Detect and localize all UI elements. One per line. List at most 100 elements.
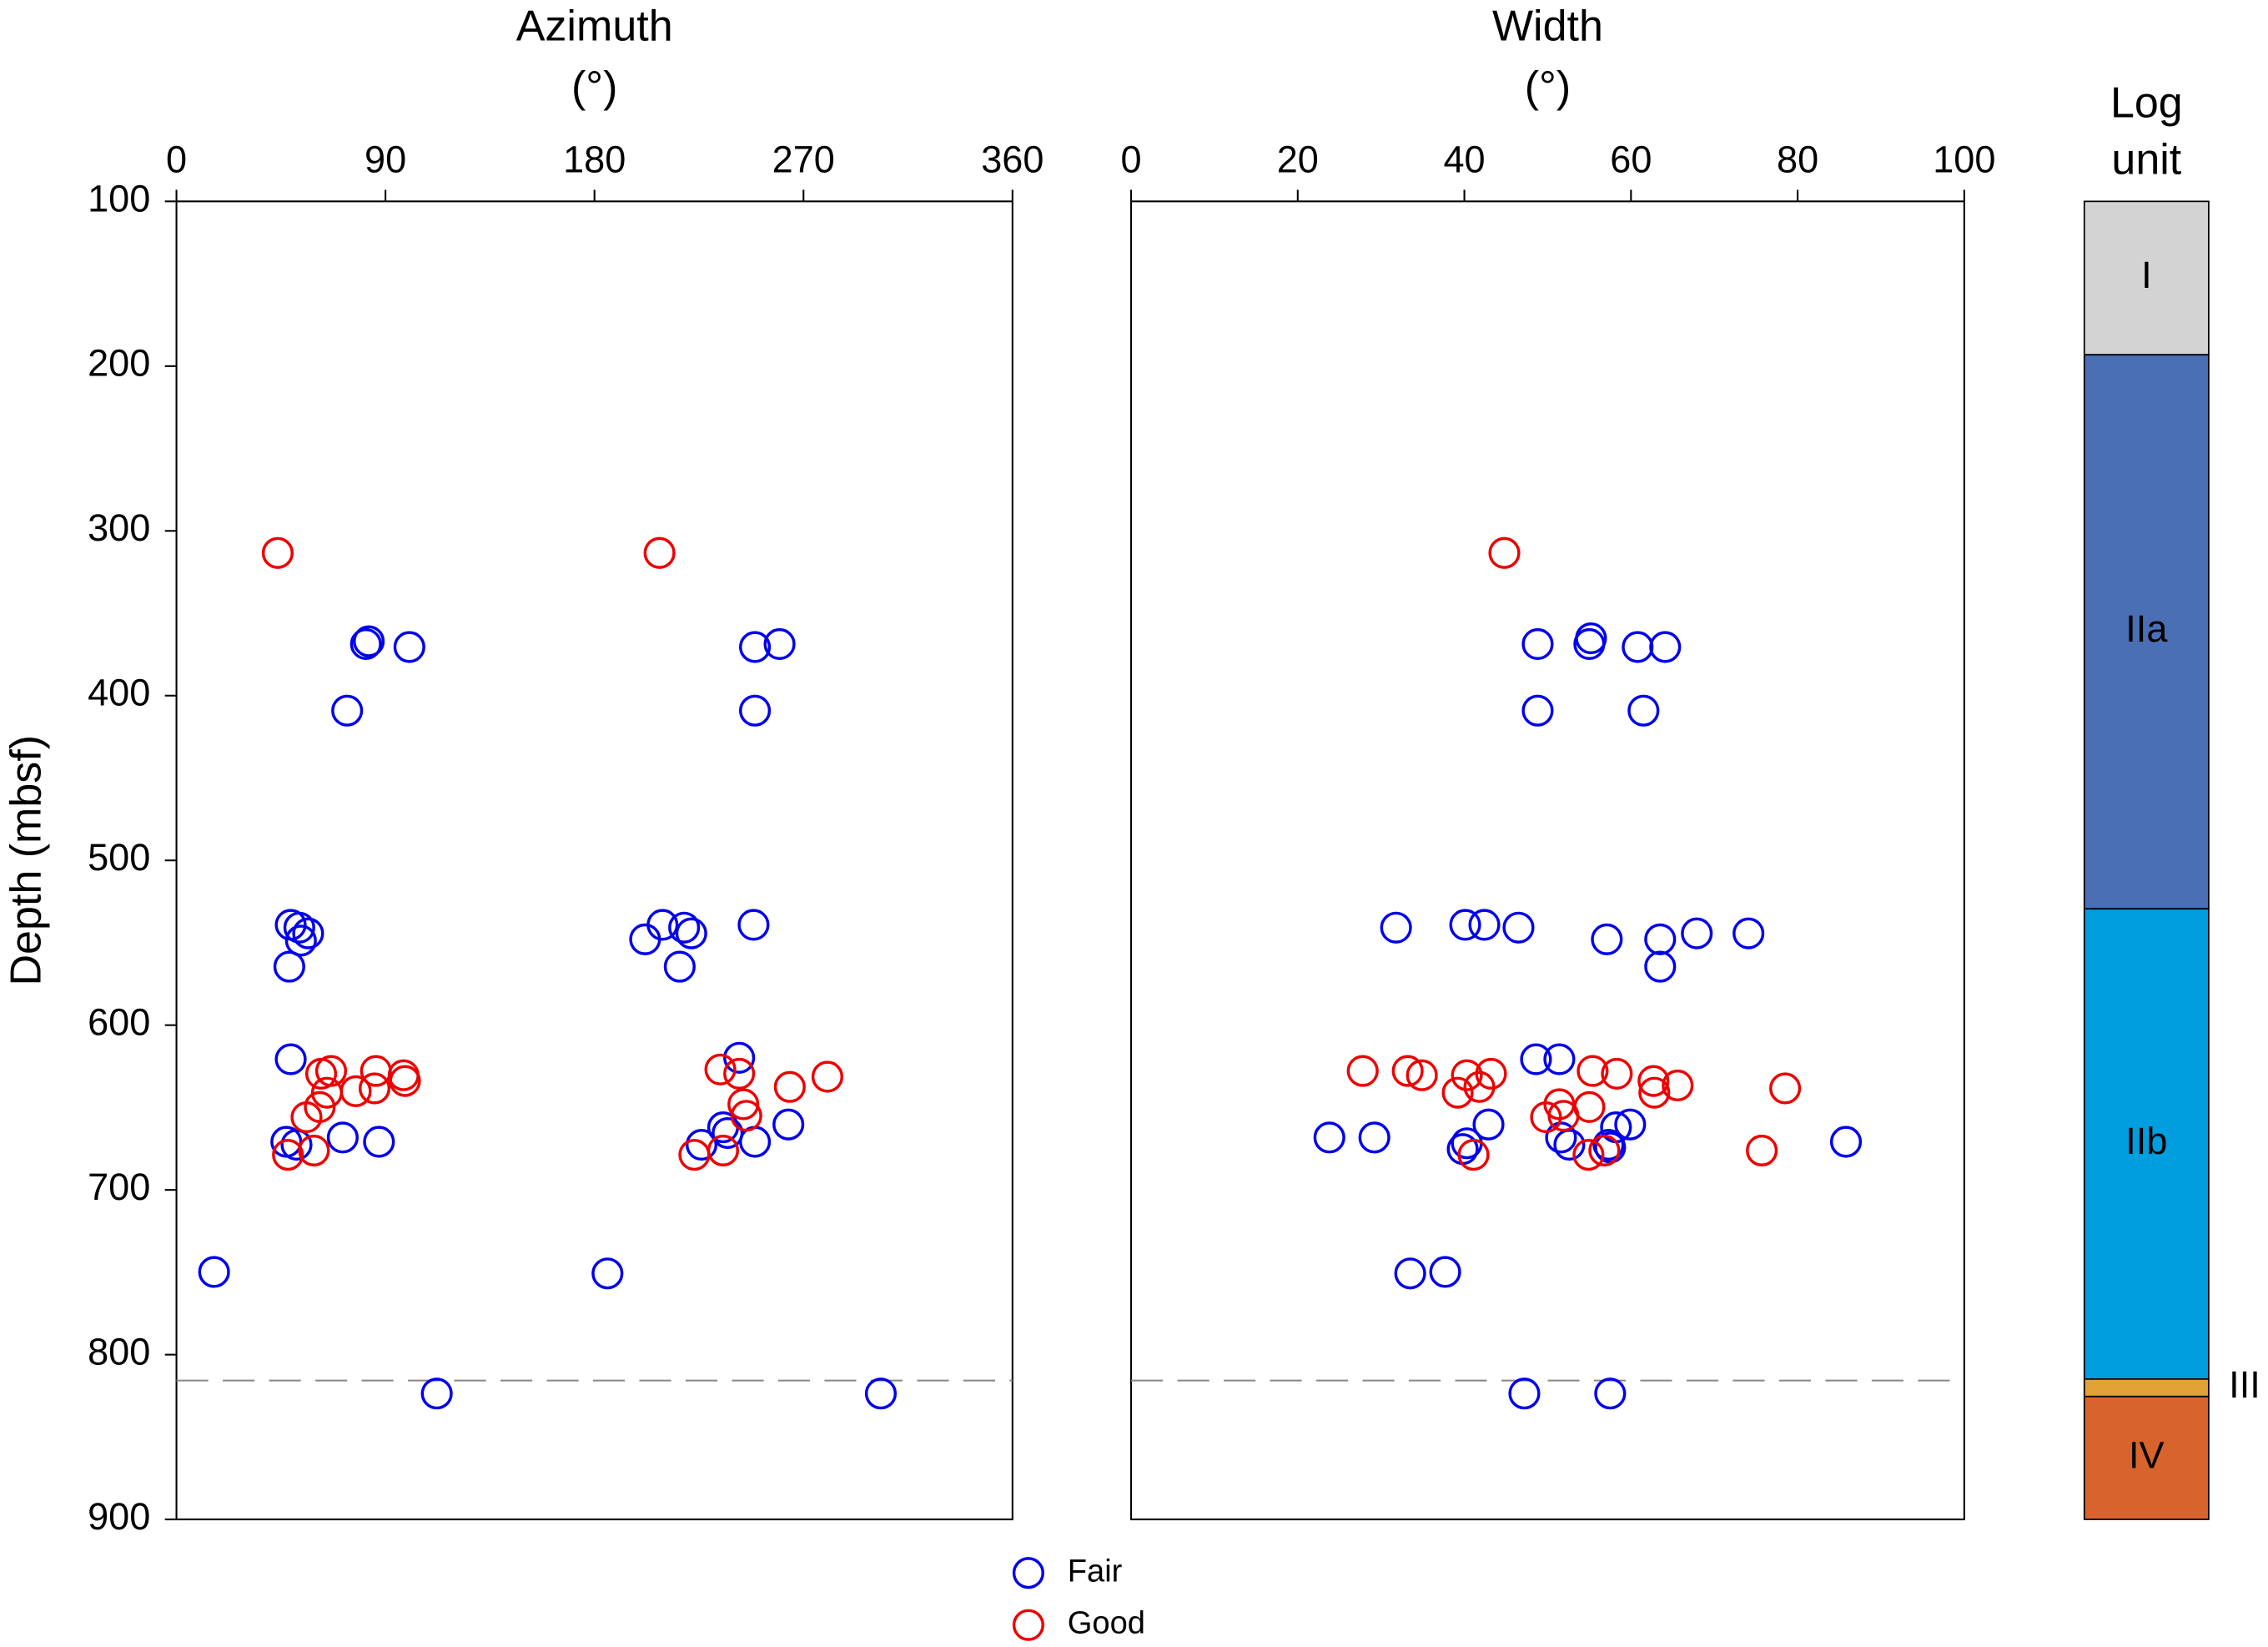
data-point <box>591 1257 624 1290</box>
data-point <box>1406 1059 1438 1091</box>
log-unit <box>2083 1395 2210 1520</box>
x-tick-label: 100 <box>1933 138 1995 180</box>
data-point <box>389 1065 421 1097</box>
column-title: unit <box>2111 135 2181 184</box>
data-point <box>1662 1069 1694 1102</box>
data-point <box>1545 1121 1577 1154</box>
y-tick-label: 200 <box>88 342 150 385</box>
data-point <box>1638 1076 1671 1109</box>
data-point <box>1649 631 1682 663</box>
data-point <box>1591 923 1623 955</box>
data-point <box>353 625 385 657</box>
data-point <box>1530 1101 1562 1134</box>
data-point <box>1358 1121 1390 1154</box>
data-point <box>274 1043 307 1075</box>
legend-marker <box>1012 1557 1044 1589</box>
data-point <box>811 1060 844 1093</box>
y-tick-label: 500 <box>88 836 150 879</box>
data-point <box>284 924 317 957</box>
data-point <box>1572 1139 1605 1171</box>
data-point <box>304 1090 336 1123</box>
data-point <box>331 694 364 727</box>
x-tick-label: 20 <box>1277 138 1319 180</box>
data-point <box>864 1378 898 1410</box>
x-axis-title: Width <box>1492 3 1603 51</box>
x-axis-title: (°) <box>1525 63 1571 112</box>
data-point <box>678 1139 711 1171</box>
log-unit-label: III <box>2229 1363 2260 1406</box>
data-point <box>646 909 679 941</box>
data-point <box>358 1072 391 1105</box>
y-tick-label: 400 <box>88 672 150 714</box>
x-tick-label: 360 <box>981 138 1043 180</box>
x-axis-title: Azimuth <box>516 3 673 51</box>
x-tick-label: 80 <box>1777 138 1818 180</box>
data-point <box>1441 1076 1474 1109</box>
data-point <box>739 631 772 663</box>
data-point <box>1521 694 1554 727</box>
data-point <box>707 1134 740 1167</box>
data-point <box>1380 911 1412 944</box>
log-unit-label: IIa <box>2125 607 2168 650</box>
data-point <box>763 627 796 661</box>
data-point <box>1594 1131 1627 1164</box>
data-point <box>1313 1121 1345 1154</box>
data-point <box>1746 1134 1778 1167</box>
data-point <box>1520 1043 1552 1075</box>
log-unit-label: I <box>2141 254 2152 296</box>
y-tick-label: 700 <box>88 1166 150 1208</box>
data-point <box>1488 536 1521 569</box>
data-point <box>420 1378 453 1410</box>
log-unit <box>2083 354 2210 910</box>
data-point <box>1601 1057 1633 1090</box>
data-point <box>1521 627 1554 661</box>
y-tick-label: 800 <box>88 1331 150 1373</box>
plot-frame <box>175 200 1013 1521</box>
data-point <box>773 1070 806 1103</box>
data-point <box>339 1075 372 1107</box>
data-point <box>727 1088 760 1121</box>
legend-marker <box>1012 1609 1044 1641</box>
data-point <box>1829 1126 1863 1158</box>
data-point <box>393 631 425 663</box>
x-tick-label: 0 <box>166 138 187 180</box>
data-point <box>1588 1134 1621 1167</box>
data-point <box>1614 1108 1647 1141</box>
data-point <box>739 1126 772 1158</box>
data-point <box>1394 1257 1426 1290</box>
x-tick-label: 90 <box>365 138 406 180</box>
data-point <box>1594 1378 1627 1410</box>
x-tick-label: 0 <box>1120 138 1141 180</box>
data-point <box>1732 917 1765 949</box>
data-point <box>283 911 315 944</box>
data-point <box>304 1057 338 1090</box>
data-point <box>675 917 707 949</box>
plot-frame <box>1129 200 1965 1521</box>
data-point <box>1577 1055 1609 1087</box>
data-point <box>1451 1059 1483 1091</box>
x-tick-label: 270 <box>772 138 835 180</box>
y-tick-label: 100 <box>88 177 150 219</box>
data-point <box>1463 1070 1496 1103</box>
y-tick-label: 300 <box>88 506 150 549</box>
data-point <box>737 909 770 941</box>
data-point <box>1468 909 1501 941</box>
data-point <box>1573 627 1606 661</box>
x-tick-label: 60 <box>1610 138 1652 180</box>
y-axis-title: Depth (mbsf) <box>2 735 50 986</box>
data-point <box>292 917 324 949</box>
data-point <box>1681 917 1713 949</box>
data-point <box>1644 923 1677 955</box>
data-point <box>685 1128 718 1161</box>
data-point <box>298 1134 330 1167</box>
data-point <box>387 1059 420 1091</box>
data-point <box>261 536 294 569</box>
data-point <box>723 1057 756 1090</box>
data-point <box>273 950 305 983</box>
data-point <box>1543 1043 1576 1075</box>
data-point <box>643 536 676 569</box>
data-point <box>1457 1139 1490 1171</box>
data-point <box>1637 1065 1670 1097</box>
log-unit-label: IV <box>2129 1433 2165 1476</box>
